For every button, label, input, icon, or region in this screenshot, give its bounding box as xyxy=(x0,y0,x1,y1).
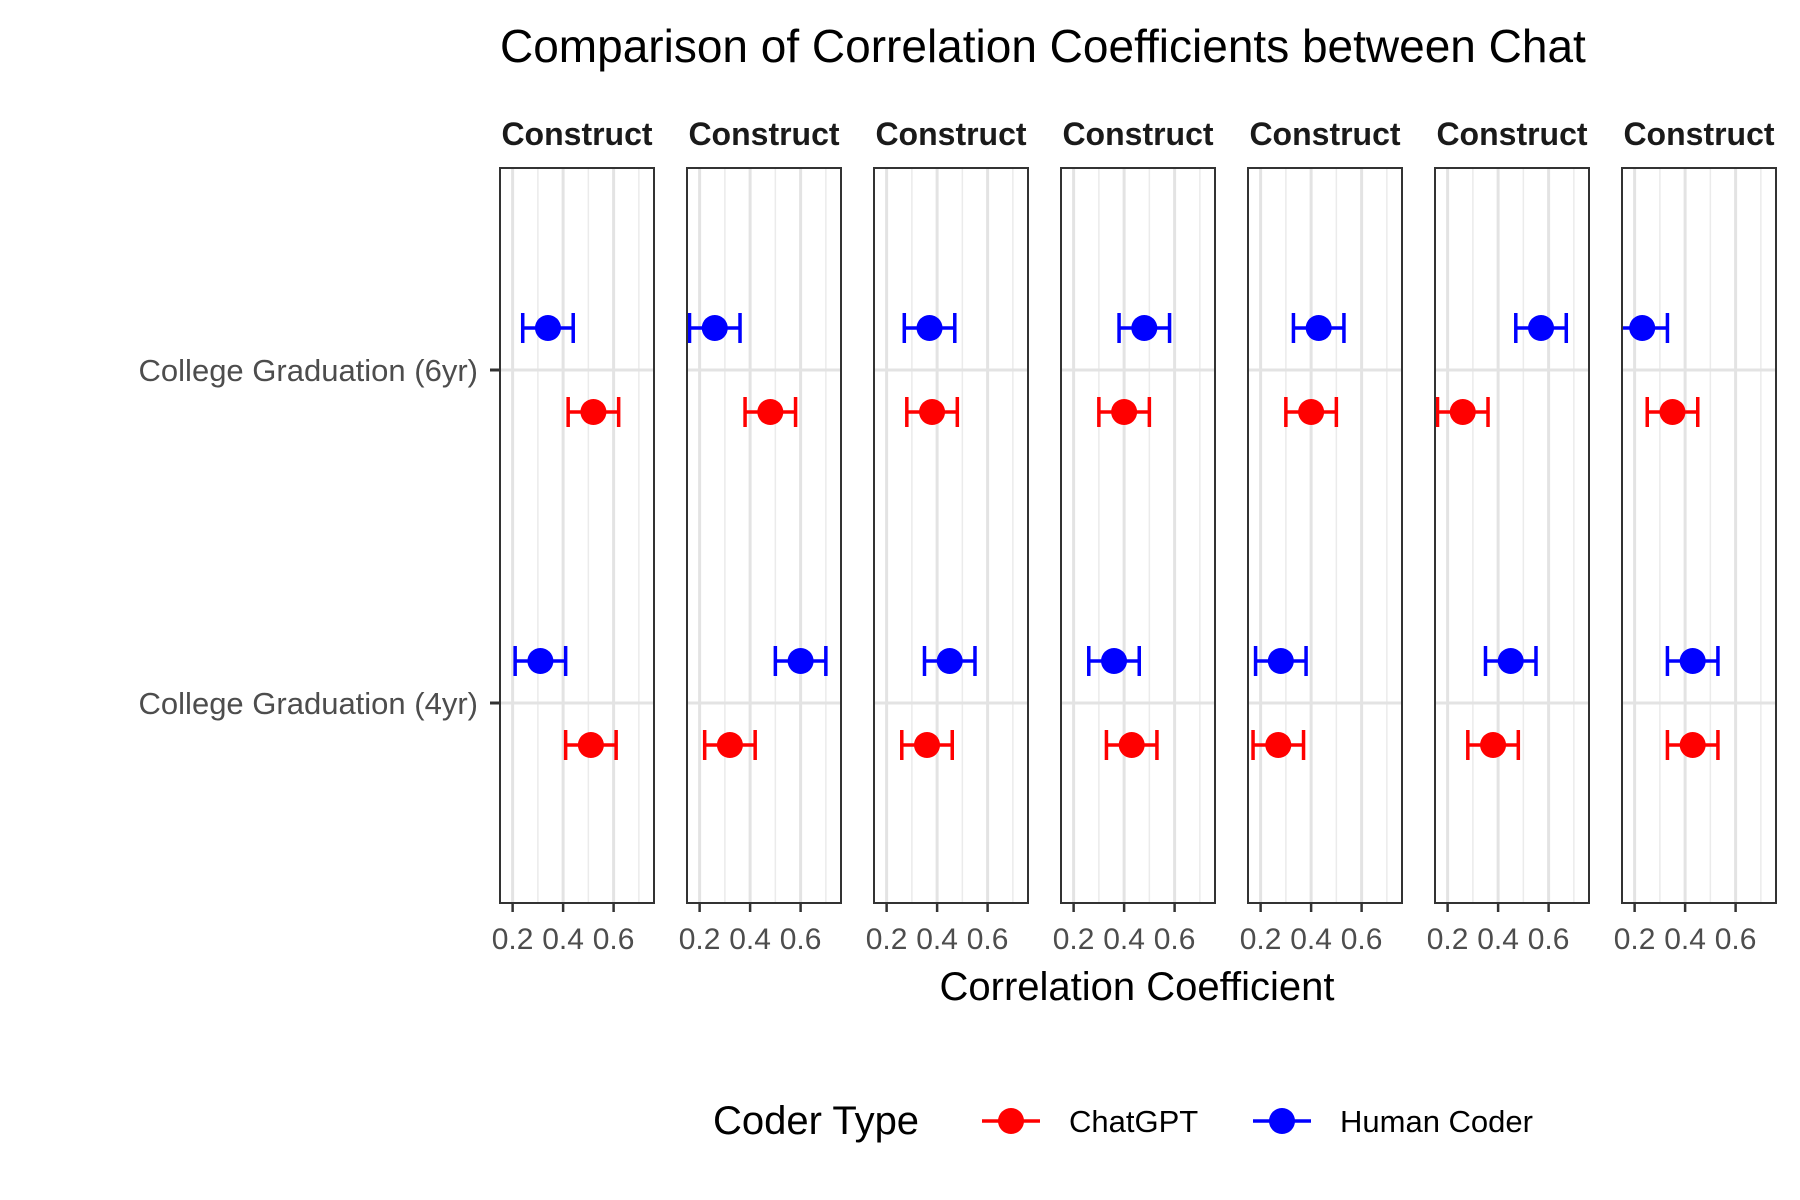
data-point xyxy=(757,399,784,425)
facet-strip-label: Construct xyxy=(1249,116,1400,152)
data-point xyxy=(1118,732,1145,758)
data-point xyxy=(527,648,554,674)
data-point xyxy=(919,399,946,425)
data-point xyxy=(1449,399,1476,425)
chart-title: Comparison of Correlation Coefficients b… xyxy=(500,20,1586,72)
facet-panel-1: Construct 0.2 0.4 0.6 xyxy=(492,116,655,956)
legend-key-point xyxy=(1269,1108,1295,1134)
x-tick-label: 0.6 xyxy=(1154,923,1196,956)
x-axis-title: Correlation Coefficient xyxy=(939,965,1334,1009)
x-tick-label: 0.2 xyxy=(1427,923,1469,956)
panel-border xyxy=(1060,167,1216,904)
data-point xyxy=(1528,315,1555,341)
facet-panel-3: Construct 0.2 0.4 0.6 xyxy=(866,116,1029,956)
panel-border xyxy=(1434,167,1590,904)
data-point xyxy=(1267,648,1294,674)
x-tick-label: 0.4 xyxy=(1290,923,1332,956)
facet-panel-6: Construct 0.2 0.4 0.6 xyxy=(1427,116,1590,956)
data-point xyxy=(916,315,943,341)
data-point xyxy=(1679,732,1706,758)
facet-strip-label: Construct xyxy=(688,116,839,152)
facet-strip-label: Construct xyxy=(1623,116,1774,152)
x-tick-label: 0.6 xyxy=(967,923,1009,956)
data-point xyxy=(716,732,743,758)
x-tick-label: 0.2 xyxy=(679,923,721,956)
legend: Coder Type ChatGPT Human Coder xyxy=(713,1099,1533,1143)
data-point xyxy=(1679,648,1706,674)
facet-strip-label: Construct xyxy=(1436,116,1587,152)
panel-plot-area xyxy=(500,168,654,903)
data-point xyxy=(1111,399,1138,425)
facet-strip-label: Construct xyxy=(875,116,1026,152)
data-point xyxy=(1298,399,1325,425)
x-tick-label: 0.2 xyxy=(492,923,534,956)
y-axis: College Graduation (6yr) College Graduati… xyxy=(139,353,500,721)
x-tick-label: 0.6 xyxy=(1341,923,1383,956)
data-point xyxy=(577,732,604,758)
x-tick-label: 0.6 xyxy=(593,923,635,956)
facet-panel-7: Construct 0.2 0.4 0.6 xyxy=(1614,116,1777,956)
facet-strip-label: Construct xyxy=(501,116,652,152)
x-tick-label: 0.4 xyxy=(1477,923,1519,956)
data-point xyxy=(1265,732,1292,758)
data-point xyxy=(1629,315,1656,341)
data-point xyxy=(534,315,561,341)
legend-label: ChatGPT xyxy=(1069,1104,1198,1139)
legend-title: Coder Type xyxy=(713,1099,919,1143)
panel-border xyxy=(873,167,1029,904)
data-point xyxy=(936,648,963,674)
x-tick-label: 0.6 xyxy=(1528,923,1570,956)
x-tick-label: 0.4 xyxy=(916,923,958,956)
y-tick-label: College Graduation (6yr) xyxy=(139,353,478,388)
panel-plot-area xyxy=(1622,168,1776,903)
x-tick-label: 0.6 xyxy=(1715,923,1757,956)
data-point xyxy=(580,399,607,425)
panel-border xyxy=(499,167,655,904)
x-tick-label: 0.2 xyxy=(1614,923,1656,956)
y-tick-label: College Graduation (4yr) xyxy=(139,686,478,721)
data-point xyxy=(701,315,728,341)
panel-border xyxy=(1621,167,1777,904)
data-point xyxy=(1497,648,1524,674)
x-tick-label: 0.2 xyxy=(1053,923,1095,956)
panel-plot-area xyxy=(874,168,1028,903)
panel-plot-area xyxy=(1435,168,1589,903)
data-point xyxy=(1659,399,1686,425)
x-tick-label: 0.4 xyxy=(1103,923,1145,956)
legend-key-point xyxy=(998,1108,1024,1134)
panel-plot-area xyxy=(687,168,841,903)
data-point xyxy=(787,648,814,674)
facet-strip-label: Construct xyxy=(1062,116,1213,152)
data-point xyxy=(1101,648,1128,674)
x-tick-label: 0.2 xyxy=(866,923,908,956)
panel-plot-area xyxy=(1061,168,1215,903)
x-tick-label: 0.6 xyxy=(780,923,822,956)
facet-panel-2: Construct 0.2 0.4 0.6 xyxy=(679,116,842,956)
data-point xyxy=(1131,315,1158,341)
x-tick-label: 0.4 xyxy=(729,923,771,956)
data-point xyxy=(1480,732,1507,758)
facet-panel-4: Construct 0.2 0.4 0.6 xyxy=(1053,116,1216,956)
data-point xyxy=(1305,315,1332,341)
legend-label: Human Coder xyxy=(1340,1104,1533,1139)
panel-border xyxy=(686,167,842,904)
x-tick-label: 0.4 xyxy=(1664,923,1706,956)
panel-plot-area xyxy=(1248,168,1402,903)
x-tick-label: 0.4 xyxy=(542,923,584,956)
panel-border xyxy=(1247,167,1403,904)
facet-panel-5: Construct 0.2 0.4 0.6 xyxy=(1240,116,1403,956)
data-point xyxy=(914,732,941,758)
x-tick-label: 0.2 xyxy=(1240,923,1282,956)
